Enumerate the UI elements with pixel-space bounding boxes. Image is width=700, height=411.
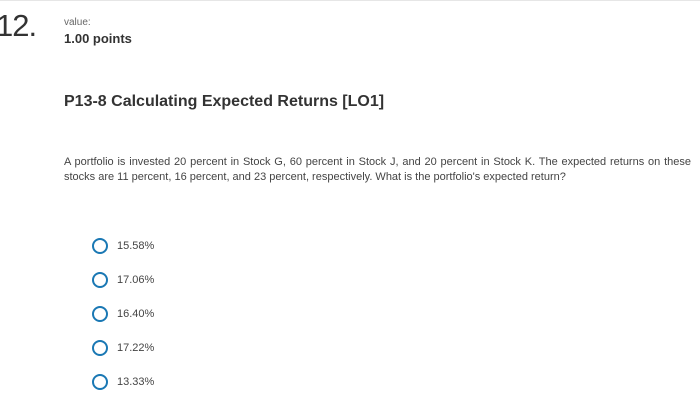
points-value: 1.00 points [64, 31, 132, 46]
answer-option-5[interactable]: 13.33% [92, 365, 154, 399]
answer-option-label[interactable]: 16.40% [117, 308, 155, 320]
answer-option-4[interactable]: 17.22% [92, 331, 154, 365]
answer-option-3[interactable]: 16.40% [92, 297, 154, 331]
radio-button-icon[interactable] [92, 238, 108, 254]
question-number: 12. [0, 8, 37, 43]
value-label: value: [64, 17, 91, 28]
question-title: P13-8 Calculating Expected Returns [LO1] [64, 93, 385, 110]
answer-option-1[interactable]: 15.58% [92, 229, 154, 263]
answer-option-2[interactable]: 17.06% [92, 263, 154, 297]
radio-button-icon[interactable] [92, 272, 108, 288]
answer-option-label[interactable]: 13.33% [117, 376, 155, 388]
radio-button-icon[interactable] [92, 374, 108, 390]
answer-option-label[interactable]: 15.58% [117, 240, 155, 252]
answer-options: 15.58% 17.06% 16.40% 17.22% 13.33% [92, 229, 154, 399]
answer-option-label[interactable]: 17.06% [117, 274, 155, 286]
question-text: A portfolio is invested 20 percent in St… [64, 156, 691, 183]
radio-button-icon[interactable] [92, 306, 108, 322]
top-divider [0, 0, 700, 1]
answer-option-label[interactable]: 17.22% [117, 342, 155, 354]
radio-button-icon[interactable] [92, 340, 108, 356]
